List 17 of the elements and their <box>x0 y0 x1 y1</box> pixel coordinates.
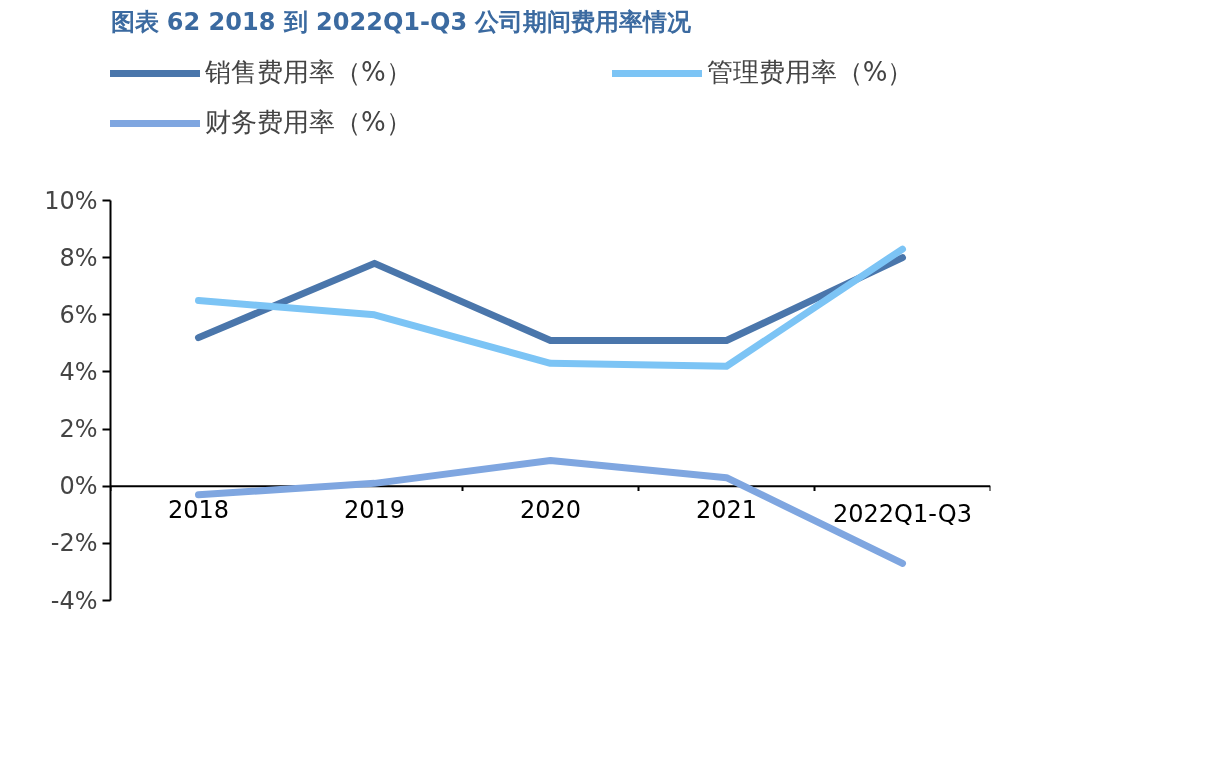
y-tick-label: -2% <box>50 529 98 558</box>
y-tick-label: 8% <box>59 243 98 272</box>
y-tick-label: 4% <box>59 357 98 386</box>
y-tick-label: 10% <box>44 186 98 215</box>
x-tick-label: 2021 <box>695 496 758 525</box>
x-tick-label: 2022Q1-Q3 <box>833 500 972 529</box>
legend-label: 销售费用率（%） <box>205 56 412 89</box>
y-tick-label: 0% <box>59 472 98 501</box>
legend-label: 财务费用率（%） <box>205 106 412 139</box>
legend-label: 管理费用率（%） <box>706 56 914 89</box>
y-tick-label: -4% <box>50 586 98 615</box>
x-tick-label: 2018 <box>167 496 230 525</box>
y-tick-label: 2% <box>59 415 98 444</box>
chart-title: 图表 62 2018 到 2022Q1-Q3 公司期间费用率情况 <box>110 7 693 36</box>
y-tick-label: 6% <box>59 300 98 329</box>
x-tick-label: 2019 <box>343 496 406 525</box>
x-tick-label: 2020 <box>519 496 582 525</box>
